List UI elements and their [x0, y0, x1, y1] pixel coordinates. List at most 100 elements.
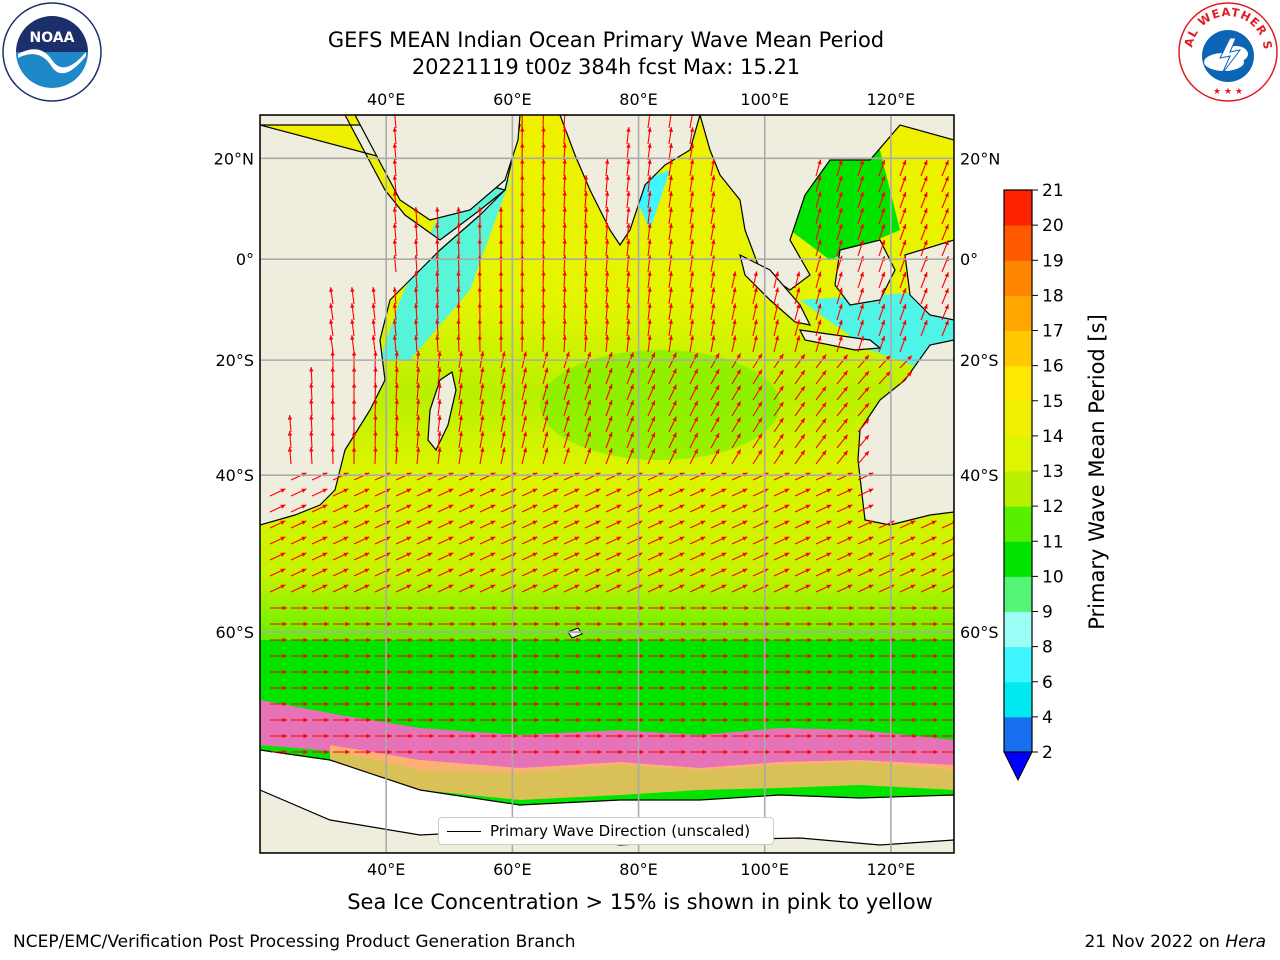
wave-vector-head [555, 669, 560, 675]
wave-vector-head [658, 488, 664, 493]
wave-vector-head [301, 536, 307, 541]
wave-vector-head [923, 240, 928, 246]
wave-vector-head [303, 605, 308, 611]
wave-vector-head [435, 287, 440, 292]
wave-vector-head [490, 520, 496, 525]
wave-vector-head [562, 335, 567, 340]
wave-vector-head [387, 621, 392, 627]
wave-vector-head [282, 653, 287, 659]
wave-vector-head [647, 207, 652, 212]
wave-vector-head [364, 584, 370, 589]
wave-vector-head [583, 271, 589, 276]
wave-vector-head [954, 702, 959, 706]
wave-vector-head [469, 584, 475, 589]
wave-vector-head [796, 303, 801, 309]
wave-vector-head [658, 552, 664, 557]
lat-tick-label: 60°S [960, 623, 999, 642]
wave-vector-head [944, 240, 949, 246]
wave-vector-head [329, 319, 334, 324]
wave-vector-head [723, 717, 728, 723]
wave-vector-head [301, 552, 307, 557]
wave-vector-head [553, 536, 559, 541]
wave-vector-head [700, 488, 706, 493]
wave-vector-head [576, 749, 581, 755]
wave-vector-head [501, 447, 506, 453]
wave-vector-head [394, 447, 399, 452]
wave-vector-head [448, 536, 454, 541]
lat-ticks-left: 20°N 0° 20°S 40°S 60°S [214, 149, 254, 642]
wave-vector-head [711, 175, 716, 181]
colorbar-tick-label: 10 [1042, 567, 1064, 587]
wave-vector-head [931, 520, 937, 525]
wave-vector-head [838, 159, 843, 165]
wave-vector-head [583, 207, 589, 212]
wave-vector-head [765, 669, 770, 675]
wave-vector-head [672, 432, 677, 438]
wave-vector-head [828, 733, 833, 739]
wave-vector-head [534, 637, 539, 643]
wave-vector-head [618, 733, 623, 739]
wave-vector-head [700, 504, 706, 509]
wave-vector-head [406, 552, 412, 557]
wave-vector-head [604, 191, 610, 196]
wave-vector-head [700, 584, 706, 589]
wave-vector-head [870, 701, 875, 707]
wave-vector-head [618, 701, 623, 707]
wave-vector-head [450, 733, 455, 739]
wave-vector-head [618, 605, 623, 611]
wave-vector-head [757, 353, 763, 359]
wave-vector-head [471, 669, 476, 675]
lon-tick-label: 40°E [367, 90, 405, 109]
wave-vector-head [586, 415, 592, 421]
wave-vector-head [604, 303, 610, 308]
wave-vector-head [574, 568, 580, 573]
wave-vector-head [721, 552, 727, 557]
wave-vector-head [282, 621, 287, 627]
wave-vector-head [786, 637, 791, 643]
wave-vector-head [849, 637, 854, 643]
wave-vector-head [902, 224, 907, 229]
wave-vector-head [574, 504, 580, 509]
wave-vector-head [881, 175, 886, 181]
wave-vector-head [721, 504, 727, 509]
wave-vector-head [912, 685, 917, 691]
lon-tick-label: 120°E [867, 860, 916, 879]
wave-vector-head [817, 191, 822, 197]
wave-vector-head [555, 733, 560, 739]
wave-vector-head [562, 223, 567, 228]
wave-vector-head [597, 749, 602, 755]
colorbar-swatch [1004, 330, 1032, 367]
wave-vector-head [387, 685, 392, 691]
wave-vector-head [859, 271, 864, 277]
wave-vector-head [413, 239, 419, 244]
wave-vector-head [532, 568, 538, 573]
wave-vector-head [859, 175, 864, 181]
lon-tick-label: 100°E [740, 860, 789, 879]
wave-vector-head [387, 653, 392, 659]
sea-ice-note: Sea Ice Concentration > 15% is shown in … [347, 890, 933, 914]
wave-vector-head [456, 287, 461, 292]
wave-vector-head [668, 191, 673, 196]
wave-vector-head [774, 287, 780, 293]
wave-vector-head [639, 733, 644, 739]
wave-vector-head [629, 448, 634, 454]
wave-vector-head [744, 733, 749, 739]
wave-vector-head [923, 208, 928, 214]
wave-vector-head [608, 352, 613, 358]
wave-vector-head [387, 701, 392, 707]
wave-vector-head [742, 520, 748, 525]
wave-vector-head [565, 431, 570, 437]
wave-vector-head [954, 670, 959, 674]
wave-vector-head [774, 271, 780, 277]
lon-ticks-bottom: 40°E 60°E 80°E 100°E 120°E [367, 860, 915, 879]
wave-vector-head [597, 637, 602, 643]
wave-vector-head [732, 303, 737, 309]
wave-vector-head [532, 520, 538, 525]
wave-vector-head [765, 621, 770, 627]
colorbar-tick-label: 19 [1042, 251, 1064, 271]
wave-vector-head [902, 304, 907, 309]
wave-vector-head [450, 669, 455, 675]
wave-vector-head [392, 175, 398, 180]
wave-vector-head [933, 621, 938, 627]
wave-vector-head [651, 352, 656, 358]
